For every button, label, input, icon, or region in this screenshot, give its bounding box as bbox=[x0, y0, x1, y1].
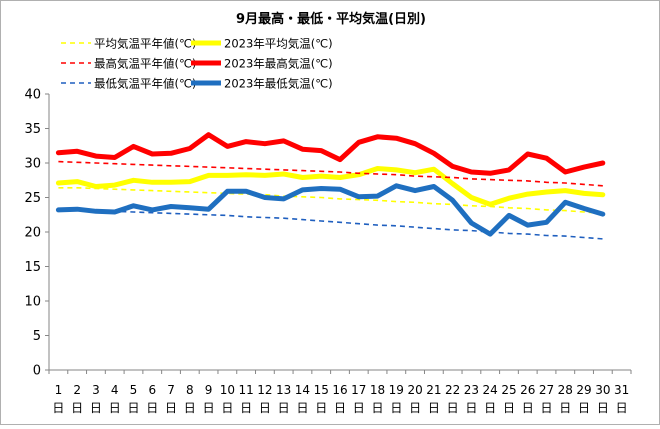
x-tick-label: 7 bbox=[167, 383, 175, 397]
y-tick-label: 15 bbox=[24, 260, 41, 275]
x-tick-label: 26 bbox=[520, 383, 535, 397]
x-tick-suffix: 日 bbox=[203, 401, 215, 415]
legend: 平均気温平年値(℃) 2023年平均気温(℃) 最高気温平年値(℃) 2023年最高気… bbox=[61, 37, 333, 91]
x-tick-label: 5 bbox=[130, 383, 138, 397]
x-tick-label: 10 bbox=[220, 383, 235, 397]
y-tick-label: 20 bbox=[24, 226, 41, 241]
x-tick-label: 2 bbox=[73, 383, 81, 397]
series-line-2 bbox=[58, 160, 603, 187]
legend-label: 最低気温平年値(℃) bbox=[94, 77, 196, 91]
x-tick-label: 22 bbox=[445, 383, 460, 397]
x-tick-suffix: 日 bbox=[184, 401, 196, 415]
y-tick-label: 10 bbox=[24, 295, 41, 310]
x-tick-suffix: 日 bbox=[259, 401, 271, 415]
x-tick-suffix: 日 bbox=[90, 401, 102, 415]
x-tick-suffix: 日 bbox=[541, 401, 553, 415]
x-tick-suffix: 日 bbox=[578, 401, 590, 415]
legend-label: 2023年最高気温(℃) bbox=[224, 57, 333, 71]
y-tick-label: 25 bbox=[24, 191, 41, 206]
x-tick-label: 24 bbox=[483, 383, 498, 397]
x-tick-label: 28 bbox=[558, 383, 573, 397]
x-tick-label: 11 bbox=[238, 383, 253, 397]
legend-label: 2023年最低気温(℃) bbox=[224, 77, 333, 91]
x-tick-label: 16 bbox=[332, 383, 347, 397]
chart-title: 9月最高・最低・平均気温(日別) bbox=[236, 11, 426, 27]
x-tick-label: 12 bbox=[257, 383, 272, 397]
x-tick-label: 15 bbox=[314, 383, 329, 397]
x-tick-label: 14 bbox=[295, 383, 310, 397]
x-tick-suffix: 日 bbox=[278, 401, 290, 415]
x-tick-label: 18 bbox=[370, 383, 385, 397]
x-tick-suffix: 日 bbox=[616, 401, 628, 415]
x-tick-label: 27 bbox=[539, 383, 554, 397]
x-tick-label: 31 bbox=[614, 383, 629, 397]
x-tick-suffix: 日 bbox=[353, 401, 365, 415]
x-tick-suffix: 日 bbox=[334, 401, 346, 415]
x-tick-label: 29 bbox=[576, 383, 591, 397]
x-tick-suffix: 日 bbox=[71, 401, 83, 415]
x-tick-suffix: 日 bbox=[127, 401, 139, 415]
x-tick-suffix: 日 bbox=[447, 401, 459, 415]
y-tick-label: 30 bbox=[24, 157, 41, 172]
series-line-4 bbox=[58, 208, 603, 240]
y-tick-label: 35 bbox=[24, 122, 41, 137]
x-tick-label: 23 bbox=[464, 383, 479, 397]
y-tick-label: 40 bbox=[24, 88, 41, 103]
x-tick-suffix: 日 bbox=[559, 401, 571, 415]
x-tick-label: 9 bbox=[205, 383, 213, 397]
x-tick-suffix: 日 bbox=[409, 401, 421, 415]
x-tick-label: 1 bbox=[55, 383, 63, 397]
x-tick-suffix: 日 bbox=[52, 401, 64, 415]
series-line-0 bbox=[58, 187, 603, 215]
x-tick-suffix: 日 bbox=[484, 401, 496, 415]
x-tick-suffix: 日 bbox=[428, 401, 440, 415]
x-tick-label: 6 bbox=[148, 383, 156, 397]
legend-label: 平均気温平年値(℃) bbox=[94, 37, 196, 51]
x-tick-label: 13 bbox=[276, 383, 291, 397]
series-line-5 bbox=[55, 183, 606, 237]
legend-label: 最高気温平年値(℃) bbox=[94, 57, 196, 71]
legend-label: 2023年平均気温(℃) bbox=[224, 37, 333, 51]
plot-area: 05101520253035401日2日3日4日5日6日7日8日9日10日11日… bbox=[24, 88, 632, 415]
x-tick-suffix: 日 bbox=[221, 401, 233, 415]
x-tick-suffix: 日 bbox=[465, 401, 477, 415]
series-line-1 bbox=[55, 166, 606, 207]
x-tick-suffix: 日 bbox=[503, 401, 515, 415]
x-tick-label: 17 bbox=[351, 383, 366, 397]
x-tick-label: 30 bbox=[595, 383, 610, 397]
x-tick-suffix: 日 bbox=[390, 401, 402, 415]
x-tick-suffix: 日 bbox=[109, 401, 121, 415]
x-tick-label: 8 bbox=[186, 383, 194, 397]
x-tick-suffix: 日 bbox=[240, 401, 252, 415]
x-tick-suffix: 日 bbox=[522, 401, 534, 415]
x-tick-suffix: 日 bbox=[165, 401, 177, 415]
y-tick-label: 5 bbox=[33, 329, 41, 344]
x-tick-label: 25 bbox=[501, 383, 516, 397]
x-tick-suffix: 日 bbox=[146, 401, 158, 415]
x-tick-label: 21 bbox=[426, 383, 441, 397]
x-tick-suffix: 日 bbox=[296, 401, 308, 415]
x-tick-label: 4 bbox=[111, 383, 119, 397]
series-line-3 bbox=[55, 132, 606, 176]
x-tick-suffix: 日 bbox=[372, 401, 384, 415]
x-tick-label: 20 bbox=[407, 383, 422, 397]
y-tick-label: 0 bbox=[33, 364, 41, 379]
x-tick-suffix: 日 bbox=[315, 401, 327, 415]
x-tick-suffix: 日 bbox=[597, 401, 609, 415]
x-tick-label: 19 bbox=[389, 383, 404, 397]
x-tick-label: 3 bbox=[92, 383, 100, 397]
